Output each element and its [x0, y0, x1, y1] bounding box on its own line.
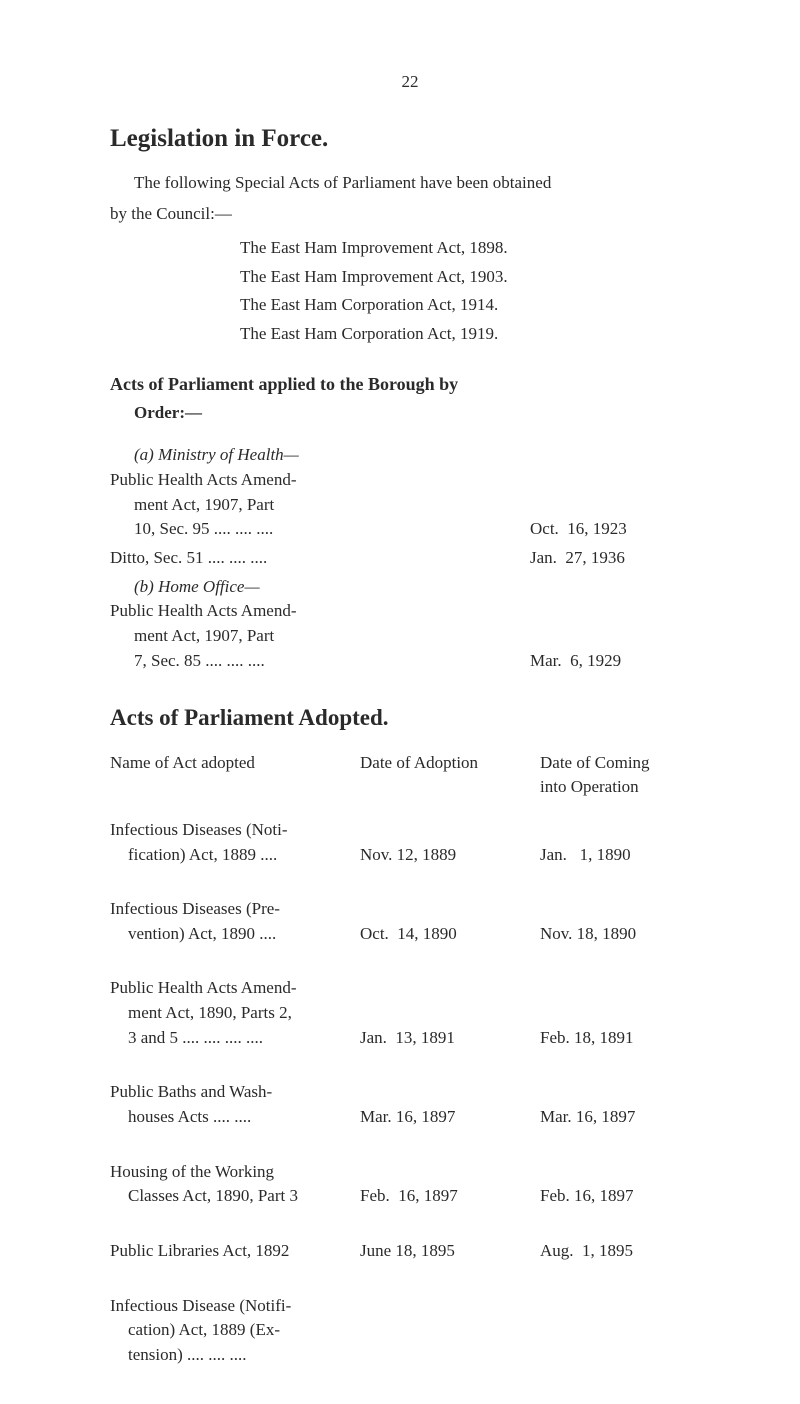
applied-row: Ditto, Sec. 51 .... .... .... Jan. 27, 1… [110, 546, 710, 571]
act-item: The East Ham Improvement Act, 1903. [240, 265, 710, 290]
text-line: into Operation [540, 775, 710, 800]
adopted-date-operation: Aug. 1, 1895 [540, 1239, 710, 1264]
text-line: Public Health Acts Amend- [110, 468, 410, 493]
applied-a-label: (a) Ministry of Health— [134, 443, 710, 468]
adopted-row: Public Baths and Wash-houses Acts .... .… [110, 1080, 710, 1129]
text-line: Infectious Diseases (Pre- [110, 897, 350, 922]
adopted-date-adoption: Oct. 14, 1890 [360, 922, 540, 947]
adopted-act-name: Housing of the WorkingClasses Act, 1890,… [110, 1160, 360, 1209]
text-line: Public Health Acts Amend- [110, 599, 410, 624]
text-line: Public Baths and Wash- [110, 1080, 350, 1105]
intro-line-1: The following Special Acts of Parliament… [110, 171, 710, 196]
applied-b1-date: Mar. 6, 1929 [530, 649, 710, 674]
adopted-date-operation: Jan. 1, 1890 [540, 843, 710, 868]
text-line: ment Act, 1890, Parts 2, [128, 1001, 350, 1026]
text-line: Classes Act, 1890, Part 3 [128, 1184, 350, 1209]
applied-b-label: (b) Home Office— [134, 575, 710, 600]
adopted-date-operation: Nov. 18, 1890 [540, 922, 710, 947]
adopted-act-name: Public Health Acts Amend-ment Act, 1890,… [110, 976, 360, 1050]
act-item: The East Ham Corporation Act, 1919. [240, 322, 710, 347]
text-line: tension) .... .... .... [128, 1343, 350, 1368]
text-line: Housing of the Working [110, 1160, 350, 1185]
page-number: 22 [110, 70, 710, 95]
adopted-row: Infectious Disease (Notifi-cation) Act, … [110, 1294, 710, 1368]
applied-a2-date: Jan. 27, 1936 [530, 546, 710, 571]
act-item: The East Ham Corporation Act, 1914. [240, 293, 710, 318]
adopted-date-adoption: Nov. 12, 1889 [360, 843, 540, 868]
intro-line-2: by the Council:— [110, 202, 710, 227]
applied-a2-text: Ditto, Sec. 51 .... .... .... [110, 546, 410, 571]
main-title: Legislation in Force. [110, 121, 710, 157]
text-line: Infectious Disease (Notifi- [110, 1294, 350, 1319]
act-item: The East Ham Improvement Act, 1898. [240, 236, 710, 261]
text-line: cation) Act, 1889 (Ex- [128, 1318, 350, 1343]
text-line: 7, Sec. 85 .... .... .... [134, 649, 410, 674]
adopted-date-operation: Feb. 16, 1897 [540, 1184, 710, 1209]
text-line: ment Act, 1907, Part [134, 493, 410, 518]
adopted-act-name: Infectious Disease (Notifi-cation) Act, … [110, 1294, 360, 1368]
adopted-date-operation: Mar. 16, 1897 [540, 1105, 710, 1130]
text-line: Date of Coming [540, 751, 710, 776]
adopted-row: Infectious Diseases (Noti-fication) Act,… [110, 818, 710, 867]
text-line: ment Act, 1907, Part [134, 624, 410, 649]
applied-a1-text: Public Health Acts Amend- ment Act, 1907… [110, 468, 410, 542]
text-line: Public Health Acts Amend- [110, 976, 350, 1001]
adopted-row: Housing of the WorkingClasses Act, 1890,… [110, 1160, 710, 1209]
applied-row: Public Health Acts Amend- ment Act, 1907… [110, 468, 710, 542]
applied-heading: Acts of Parliament applied to the Boroug… [110, 371, 710, 397]
adopted-act-name: Public Baths and Wash-houses Acts .... .… [110, 1080, 360, 1129]
text-line: houses Acts .... .... [128, 1105, 350, 1130]
applied-block: (a) Ministry of Health— Public Health Ac… [110, 443, 710, 673]
text-line: Infectious Diseases (Noti- [110, 818, 350, 843]
adopted-date-adoption: Mar. 16, 1897 [360, 1105, 540, 1130]
header-date-operation: Date of Coming into Operation [540, 751, 710, 800]
east-ham-acts-list: The East Ham Improvement Act, 1898. The … [240, 236, 710, 347]
header-name: Name of Act adopted [110, 751, 360, 800]
adopted-date-adoption: Jan. 13, 1891 [360, 1026, 540, 1051]
adopted-date-adoption: June 18, 1895 [360, 1239, 540, 1264]
adopted-row: Public Health Acts Amend-ment Act, 1890,… [110, 976, 710, 1050]
applied-b1-text: Public Health Acts Amend- ment Act, 1907… [110, 599, 410, 673]
adopted-act-name: Public Libraries Act, 1892 [110, 1239, 360, 1264]
text-line: fication) Act, 1889 .... [128, 843, 350, 868]
applied-a1-date: Oct. 16, 1923 [530, 517, 710, 542]
adopted-act-name: Infectious Diseases (Pre-vention) Act, 1… [110, 897, 360, 946]
adopted-rows: Infectious Diseases (Noti-fication) Act,… [110, 818, 710, 1368]
adopted-header-row: Name of Act adopted Date of Adoption Dat… [110, 751, 710, 800]
adopted-act-name: Infectious Diseases (Noti-fication) Act,… [110, 818, 360, 867]
text-line: Public Libraries Act, 1892 [110, 1239, 350, 1264]
adopted-date-operation: Feb. 18, 1891 [540, 1026, 710, 1051]
order-label: Order:— [134, 401, 710, 426]
adopted-date-adoption: Feb. 16, 1897 [360, 1184, 540, 1209]
header-date-adoption: Date of Adoption [360, 751, 540, 800]
adopted-row: Public Libraries Act, 1892 June 18, 1895A… [110, 1239, 710, 1264]
adopted-row: Infectious Diseases (Pre-vention) Act, 1… [110, 897, 710, 946]
adopted-title: Acts of Parliament Adopted. [110, 701, 710, 734]
text-line: 10, Sec. 95 .... .... .... [134, 517, 410, 542]
text-line: 3 and 5 .... .... .... .... [128, 1026, 350, 1051]
text-line: vention) Act, 1890 .... [128, 922, 350, 947]
applied-row: Public Health Acts Amend- ment Act, 1907… [110, 599, 710, 673]
